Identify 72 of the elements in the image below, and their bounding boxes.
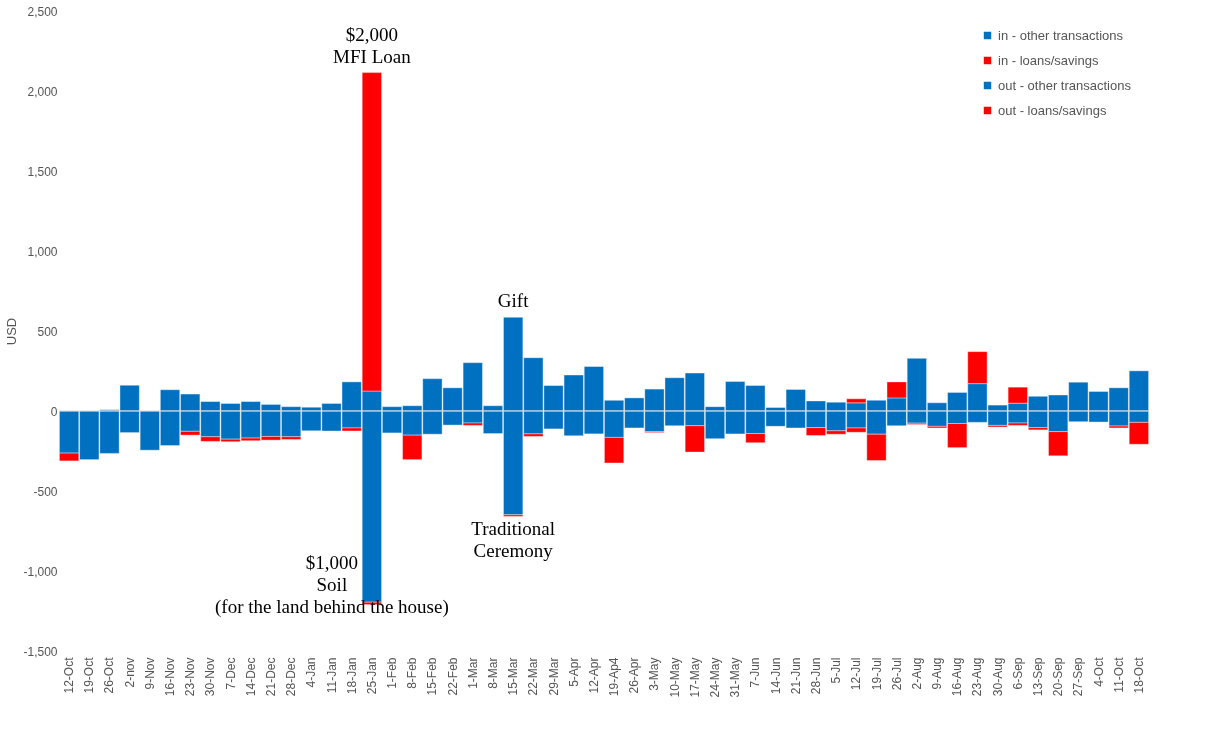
x-tick-label: 11-Oct: [1111, 656, 1126, 693]
x-tick-label: 17-May: [687, 657, 702, 698]
x-tick-label: 27-Sep: [1071, 657, 1086, 697]
x-tick-label: 3-May: [647, 657, 662, 691]
legend-label: in - loans/savings: [998, 52, 1099, 68]
x-tick-label: 12-Oct: [62, 656, 77, 694]
x-tick-label: 22-Feb: [445, 657, 460, 696]
x-tick-label: 1-Feb: [385, 657, 400, 689]
y-tick-label: -1,500: [23, 644, 58, 659]
x-tick-label: 22-Mar: [526, 657, 541, 696]
x-tick-label: 13-Sep: [1030, 657, 1045, 697]
x-tick-label: 26-Jul: [889, 657, 904, 691]
x-tick-label: 31-May: [728, 657, 743, 698]
x-tick-label: 7-Dec: [223, 657, 238, 690]
x-tick-label: 9-Nov: [142, 657, 157, 690]
x-tick-label: 5-Apr: [566, 657, 581, 687]
x-tick-label: 8-Mar: [485, 657, 500, 689]
x-tick-label: 19-Ap4: [607, 657, 622, 697]
legend-label: out - other transactions: [998, 77, 1132, 93]
x-tick-label: 21-Jun: [788, 657, 803, 695]
y-tick-label: -500: [33, 484, 58, 499]
x-tick-label: 9-Aug: [930, 657, 945, 690]
x-tick-label: 1-Mar: [465, 657, 480, 689]
x-tick-label: 21-Dec: [263, 657, 278, 697]
annotation: $1,000 Soil (for the land behind the house): [215, 551, 449, 618]
y-tick-label: 500: [37, 324, 58, 339]
x-tick-label: 16-Nov: [163, 657, 178, 697]
x-tick-label: 5-Jul: [829, 657, 844, 684]
x-tick-label: 20-Sep: [1051, 657, 1066, 697]
annotation: $2,000 MFI Loan: [333, 23, 412, 67]
x-tick-label: 19-Jul: [869, 657, 884, 691]
x-tick-label: 2-Aug: [909, 657, 924, 690]
x-tick-label: 24-May: [708, 657, 723, 698]
y-tick-label: 0: [50, 404, 58, 419]
x-tick-label: 8-Feb: [405, 657, 420, 689]
y-tick-label: 2,500: [27, 4, 58, 19]
x-tick-label: 6-Sep: [1010, 657, 1025, 690]
x-tick-label: 18-Jan: [344, 657, 359, 695]
x-tick-label: 30-Aug: [990, 657, 1005, 697]
x-tick-label: 2-nov: [122, 657, 137, 688]
x-tick-label: 12-Apr: [586, 657, 601, 694]
x-tick-label: 30-Nov: [203, 657, 218, 697]
x-tick-label: 18-Oct: [1131, 656, 1146, 694]
x-tick-label: 19-Oct: [82, 656, 97, 694]
x-tick-label: 14-Dec: [243, 657, 258, 697]
y-tick-label: 1,000: [27, 244, 58, 259]
y-tick-label: 1,500: [27, 164, 58, 179]
y-tick-label: -1,000: [23, 564, 58, 579]
x-tick-label: 29-Mar: [546, 657, 561, 696]
x-tick-label: 26-Oct: [102, 656, 117, 694]
x-tick-label: 7-Jun: [748, 657, 763, 688]
x-tick-label: 23-Nov: [183, 657, 198, 697]
legend-label: in - other transactions: [998, 27, 1124, 43]
annotation: Traditional Ceremony: [471, 518, 556, 562]
x-tick-label: 23-Aug: [970, 657, 985, 697]
x-tick-label: 4-Jan: [304, 657, 319, 688]
x-tick-label: 11-Jan: [324, 657, 339, 694]
x-tick-label: 10-May: [667, 657, 682, 698]
x-tick-label: 25-Jan: [364, 657, 379, 695]
x-tick-label: 15-Feb: [425, 657, 440, 696]
legend-label: out - loans/savings: [998, 102, 1107, 118]
x-tick-label: 26-Apr: [627, 657, 642, 694]
x-tick-label: 4-Oct: [1091, 656, 1106, 687]
y-tick-label: 2,000: [27, 84, 58, 99]
annotation: Gift: [497, 290, 530, 312]
y-axis-title: USD: [4, 317, 20, 346]
x-tick-label: 28-Dec: [284, 657, 299, 697]
x-tick-label: 15-Mar: [506, 657, 521, 696]
x-tick-label: 16-Aug: [950, 657, 965, 697]
x-tick-label: 12-Jul: [849, 657, 864, 691]
x-tick-label: 14-Jun: [768, 657, 783, 695]
x-tick-label: 28-Jun: [808, 657, 823, 695]
